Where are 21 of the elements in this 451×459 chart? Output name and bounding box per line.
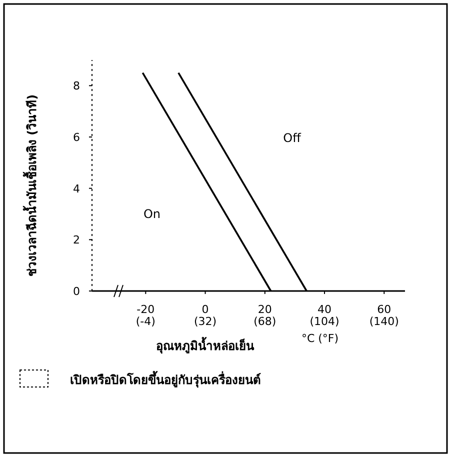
x-tick-label: -20 [136,303,155,316]
x-tick-label: 0 [202,303,209,316]
y-axis-title: ช่วงเวลาฉีดน้ำมันเชื้อเพลิง (วินาที) [22,94,39,277]
x-axis-title: อุณหภูมิน้ำหล่อเย็น [156,336,255,354]
x-tick-label: 20 [258,303,272,316]
text: เปิดหรือปิดโดยขึ้นอยู่กับรุ่นเครื่องยนต์ [70,370,261,388]
x2-tick-label: (-4) [136,315,156,328]
x2-tick-label: (32) [194,315,217,328]
x2-tick-label: (68) [254,315,276,328]
x2-tick-label: (104) [310,315,340,328]
y-tick-label: 6 [73,131,80,144]
annotation: On [143,207,161,221]
x-tick-label: 40 [318,303,332,316]
y-tick-label: 8 [73,80,80,93]
x-tick-label: 60 [377,303,392,316]
y-tick-label: 4 [73,182,80,196]
y-tick-label: 0 [73,285,80,298]
x2-tick-label: (140) [369,315,399,328]
annotation: Off [283,131,302,145]
y-tick-label: 2 [73,234,80,247]
text: °C (°F) [301,332,339,345]
